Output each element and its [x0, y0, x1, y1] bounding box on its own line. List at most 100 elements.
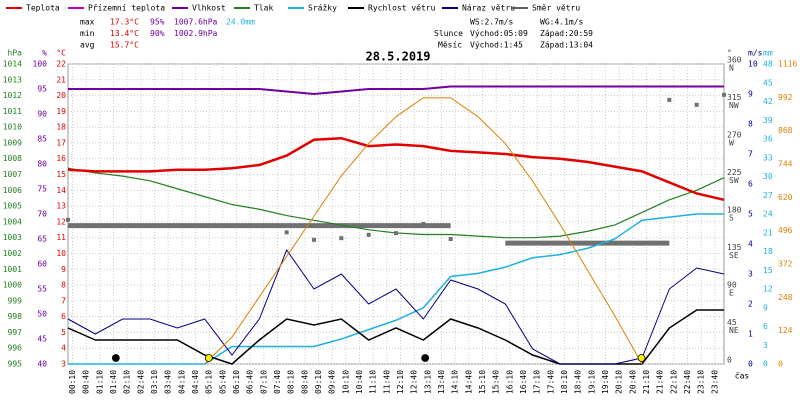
y-tick-label: 1008	[3, 154, 22, 163]
direction-point	[284, 230, 289, 235]
y-tick-label: 6	[61, 312, 66, 321]
wind-stat: WG:4.1m/s	[540, 18, 584, 27]
y-tick-label: 100	[33, 60, 48, 69]
x-tick-label: 13:10	[423, 370, 432, 394]
x-tick-label: 23:40	[710, 370, 719, 394]
x-tick-label: 20:10	[615, 370, 624, 394]
stat-value: 17.3°C	[110, 18, 139, 27]
y-tick-label: 60	[37, 260, 47, 269]
moon-label: Měsíc	[438, 41, 462, 50]
x-tick-label: 21:10	[642, 370, 651, 394]
y-tick-label: 14	[56, 186, 66, 195]
y-tick-label: 15	[763, 266, 773, 275]
axis-unit: °	[727, 49, 732, 58]
sun-label: Slunce	[434, 29, 463, 38]
y-tick-label: 80	[37, 160, 47, 169]
y-tick-label: 1010	[3, 123, 22, 132]
stat-value: 90%	[150, 29, 165, 38]
direction-point	[312, 237, 316, 242]
x-tick-label: 03:40	[164, 370, 173, 394]
series-line	[68, 85, 724, 96]
direction-point	[722, 92, 726, 97]
y-tick-label: 20	[56, 91, 66, 100]
y-tick-label: 6	[748, 180, 753, 189]
x-tick-label: 01:10	[95, 370, 104, 394]
stat-value: 95%	[150, 18, 165, 27]
y-tick-label: 30	[763, 172, 773, 181]
y-tick-label: 9	[763, 303, 768, 312]
x-tick-label: 15:10	[478, 370, 487, 394]
y-tick-label: 1014	[3, 60, 22, 69]
x-axis-label: čas	[735, 371, 750, 381]
y-tick-label: 1002	[3, 249, 22, 258]
wind-stat: WS:2.7m/s	[470, 18, 514, 27]
x-tick-label: 08:10	[287, 370, 296, 394]
x-tick-label: 11:40	[382, 370, 391, 394]
y-tick-label: 1012	[3, 91, 22, 100]
axis-unit: m/s	[748, 49, 763, 58]
y-tick-label: 7	[748, 150, 753, 159]
x-tick-label: 11:10	[369, 370, 378, 394]
x-tick-label: 00:40	[82, 370, 91, 394]
y-tick-label: 40	[37, 360, 47, 369]
legend-label: Rychlost větru	[368, 4, 436, 13]
y-tick-label: 21	[56, 75, 66, 84]
y-tick-label: 1007	[3, 170, 22, 179]
axis-unit: %	[42, 49, 47, 58]
y-tick-label: 70	[37, 210, 47, 219]
y-tick-label: 17	[56, 138, 66, 147]
series-line	[67, 248, 725, 365]
axis-unit: hPa	[8, 49, 23, 58]
axis-unit: mm	[763, 49, 773, 58]
y-tick-label: 372	[778, 260, 793, 269]
compass-label: SW	[729, 176, 739, 185]
y-tick-label: 3	[61, 360, 66, 369]
x-tick-label: 17:40	[546, 370, 555, 394]
x-tick-label: 02:10	[123, 370, 132, 394]
y-tick-label: 1013	[3, 75, 22, 84]
moon-rise-marker	[111, 354, 120, 362]
y-tick-label: 36	[763, 135, 773, 144]
y-tick-label: 1011	[3, 107, 22, 116]
y-tick-label: 3	[748, 270, 753, 279]
x-tick-label: 13:40	[437, 370, 446, 394]
y-tick-label: 12	[56, 217, 66, 226]
y-tick-label: 19	[56, 107, 66, 116]
x-tick-label: 15:40	[492, 370, 501, 394]
y-tick-label: 9	[61, 265, 66, 274]
y-tick-label: 998	[8, 312, 23, 321]
direction-point	[421, 222, 426, 226]
y-tick-label: 6	[763, 322, 768, 331]
y-tick-label: 999	[8, 296, 23, 305]
x-tick-label: 00:10	[68, 370, 77, 394]
moon-rise: Východ:1:45	[470, 41, 523, 50]
y-tick-label: 10	[748, 60, 758, 69]
moon-set-marker	[421, 354, 430, 362]
legend-label: Přízemní teplota	[88, 4, 165, 13]
y-tick-label: 5	[748, 210, 753, 219]
x-tick-label: 21:40	[656, 370, 665, 394]
series-line	[67, 136, 725, 202]
y-tick-label: 7	[61, 296, 66, 305]
legend-label: Srážky	[308, 4, 337, 13]
stat-label: min	[80, 29, 95, 38]
y-tick-label: 10	[56, 249, 66, 258]
y-tick-label: 1009	[3, 138, 22, 147]
stat-label: avg	[80, 41, 95, 50]
stat-value: 1002.9hPa	[174, 29, 218, 38]
series-line	[68, 213, 724, 365]
y-tick-label: 11	[56, 233, 66, 242]
y-tick-label: 1003	[3, 233, 22, 242]
x-tick-label: 05:10	[205, 370, 214, 394]
x-tick-label: 18:40	[574, 370, 583, 394]
legend-label: Teplota	[26, 4, 60, 13]
y-tick-label: 8	[748, 120, 753, 129]
y-tick-label: 90	[37, 110, 47, 119]
y-tick-label: 85	[37, 135, 47, 144]
y-tick-label: 45	[37, 335, 47, 344]
y-tick-label: 45	[727, 318, 737, 327]
y-tick-label: 50	[37, 310, 47, 319]
legend-label: Tlak	[254, 4, 273, 13]
x-tick-label: 16:10	[505, 370, 514, 394]
y-tick-label: 22	[56, 60, 66, 69]
